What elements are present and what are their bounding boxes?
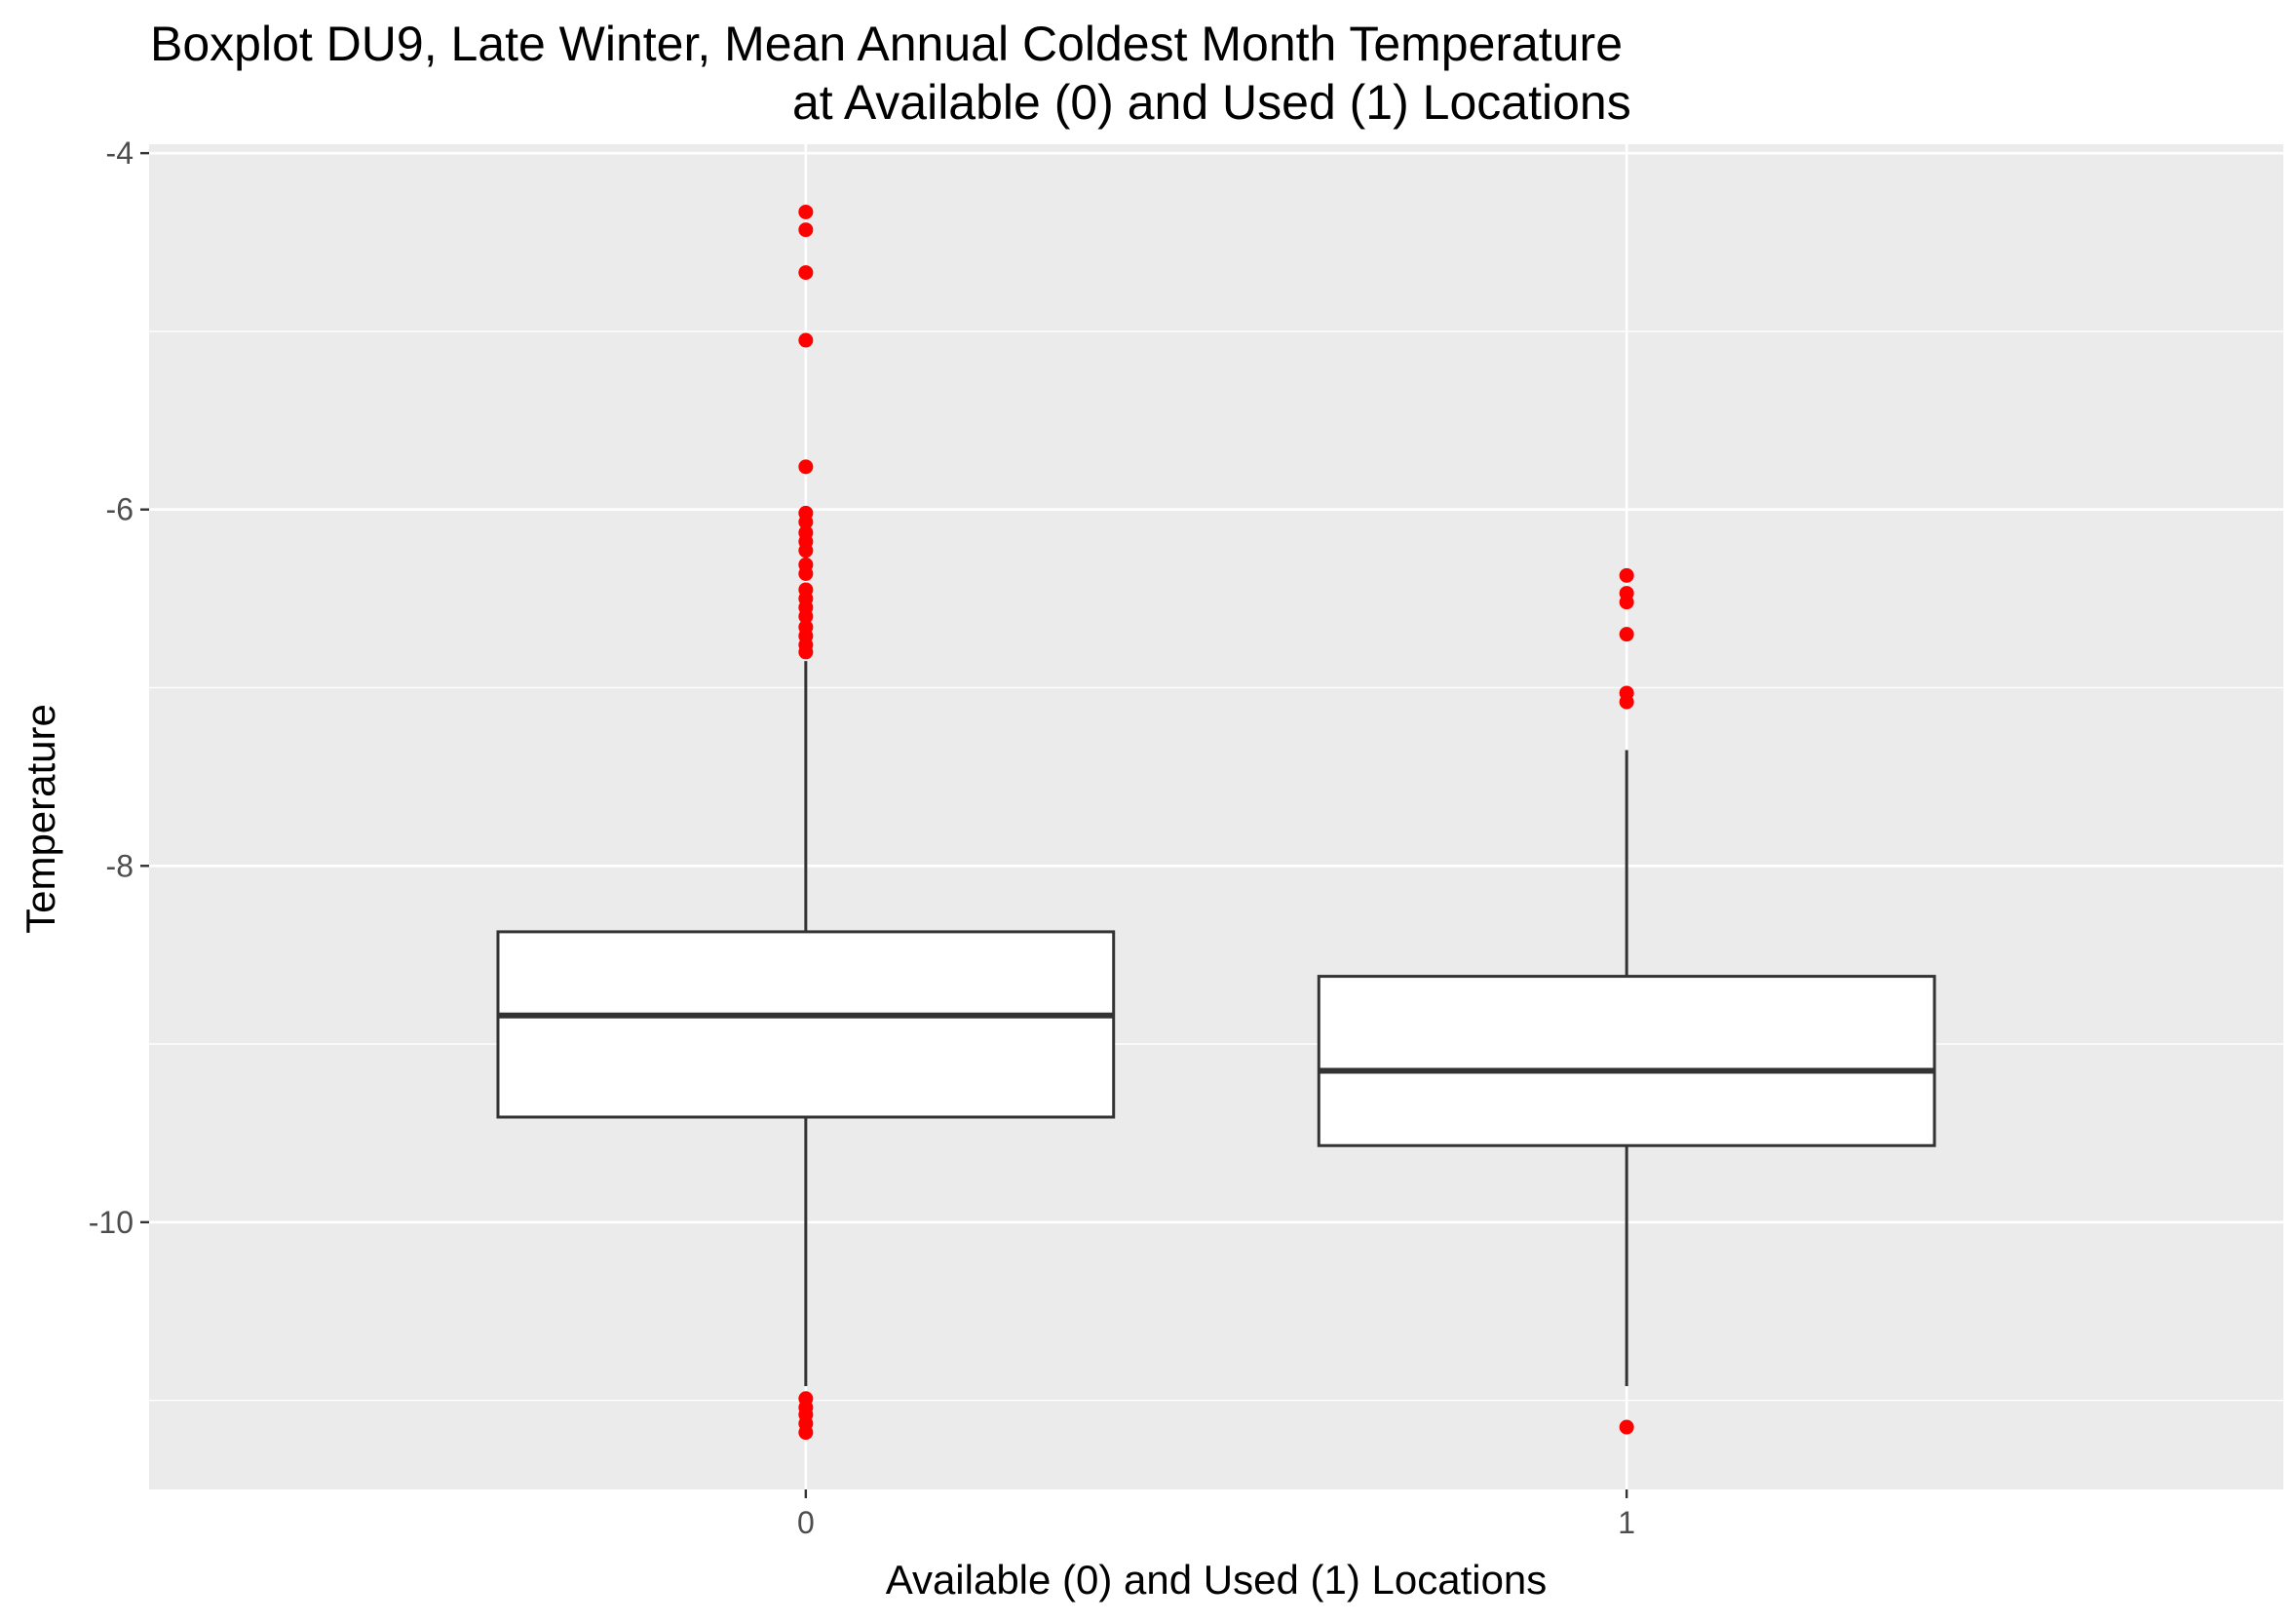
outlier-point (798, 543, 814, 559)
outlier-point (798, 204, 814, 219)
x-tick-label: 1 (1618, 1505, 1635, 1540)
boxes (496, 661, 1936, 1386)
box-group-1 (1317, 750, 1936, 1386)
outlier-point (798, 566, 814, 582)
chart-title-line-1: Boxplot DU9, Late Winter, Mean Annual Co… (150, 17, 1623, 71)
outlier-point (798, 332, 814, 348)
outlier-point (1619, 595, 1634, 610)
outlier-point (798, 514, 814, 529)
y-axis-title: Temperature (18, 704, 63, 934)
outlier-points (798, 204, 1634, 1441)
box-iqr (1317, 975, 1936, 1147)
x-axis-title: Available (0) and Used (1) Locations (886, 1557, 1548, 1603)
outlier-point (1619, 627, 1634, 642)
axes: -10 -8 -6 -4 0 1 (89, 135, 1635, 1540)
outlier-point (798, 1425, 814, 1441)
plot-panel (149, 144, 2283, 1489)
outlier-point (798, 265, 814, 281)
outlier-point (1619, 567, 1634, 583)
outlier-point (1619, 694, 1634, 710)
box-iqr (496, 930, 1116, 1119)
outlier-point (798, 459, 814, 475)
y-tick-label: -8 (106, 848, 134, 883)
y-tick-label: -6 (106, 492, 134, 527)
outlier-point (1619, 1419, 1634, 1435)
x-tick-label: 0 (797, 1505, 815, 1540)
chart-title-line-2: at Available (0) and Used (1) Locations (792, 75, 1631, 130)
box-group-0 (496, 661, 1116, 1386)
y-tick-label: -10 (89, 1205, 134, 1240)
outlier-point (798, 608, 814, 624)
outlier-point (798, 222, 814, 238)
outlier-point (798, 644, 814, 660)
y-tick-label: -4 (106, 135, 134, 171)
